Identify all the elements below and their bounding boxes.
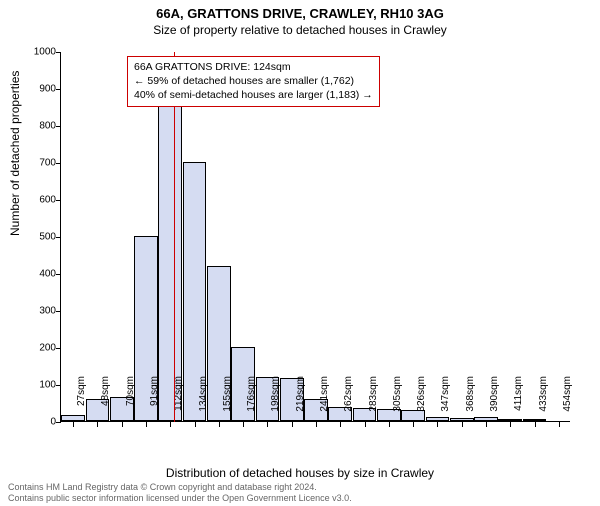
x-tick-mark — [316, 422, 317, 427]
x-tick-mark — [292, 422, 293, 427]
y-tick-label: 1000 — [16, 47, 56, 58]
y-tick-mark — [56, 311, 61, 312]
x-tick-mark — [559, 422, 560, 427]
y-tick-mark — [56, 348, 61, 349]
x-tick-mark — [340, 422, 341, 427]
y-tick-mark — [56, 89, 61, 90]
x-tick-mark — [413, 422, 414, 427]
x-tick-mark — [219, 422, 220, 427]
x-tick-mark — [535, 422, 536, 427]
y-tick-label: 300 — [16, 306, 56, 317]
y-tick-mark — [56, 237, 61, 238]
x-tick-mark — [486, 422, 487, 427]
reference-line — [174, 52, 175, 422]
x-tick-mark — [510, 422, 511, 427]
y-tick-mark — [56, 52, 61, 53]
x-tick-mark — [170, 422, 171, 427]
info-box-line: 40% of semi-detached houses are larger (… — [134, 88, 373, 102]
y-tick-mark — [56, 200, 61, 201]
info-box: 66A GRATTONS DRIVE: 124sqm← 59% of detac… — [127, 56, 380, 107]
y-axis-label: Number of detached properties — [8, 71, 22, 236]
x-tick-mark — [97, 422, 98, 427]
footer-attribution: Contains HM Land Registry data © Crown c… — [8, 482, 352, 504]
x-tick-mark — [462, 422, 463, 427]
footer-line-1: Contains HM Land Registry data © Crown c… — [8, 482, 352, 493]
x-tick-mark — [243, 422, 244, 427]
footer-line-2: Contains public sector information licen… — [8, 493, 352, 504]
y-tick-mark — [56, 385, 61, 386]
y-tick-label: 100 — [16, 380, 56, 391]
y-tick-label: 0 — [16, 417, 56, 428]
y-tick-label: 900 — [16, 84, 56, 95]
x-tick-mark — [195, 422, 196, 427]
y-tick-mark — [56, 274, 61, 275]
chart-title-sub: Size of property relative to detached ho… — [0, 23, 600, 37]
x-tick-mark — [365, 422, 366, 427]
info-box-line: 66A GRATTONS DRIVE: 124sqm — [134, 60, 373, 74]
x-tick-label: 433sqm — [538, 376, 549, 426]
y-tick-label: 200 — [16, 343, 56, 354]
chart-title-main: 66A, GRATTONS DRIVE, CRAWLEY, RH10 3AG — [0, 6, 600, 21]
y-tick-mark — [56, 163, 61, 164]
info-box-line: ← 59% of detached houses are smaller (1,… — [134, 74, 373, 88]
x-tick-mark — [122, 422, 123, 427]
x-tick-mark — [146, 422, 147, 427]
y-tick-label: 400 — [16, 269, 56, 280]
y-tick-mark — [56, 126, 61, 127]
y-tick-label: 800 — [16, 121, 56, 132]
chart-area: 0100200300400500600700800900100027sqm48s… — [60, 52, 570, 422]
y-tick-label: 600 — [16, 195, 56, 206]
x-tick-mark — [267, 422, 268, 427]
y-tick-label: 500 — [16, 232, 56, 243]
x-tick-mark — [437, 422, 438, 427]
plot-area: 0100200300400500600700800900100027sqm48s… — [60, 52, 570, 422]
x-tick-label: 454sqm — [562, 376, 573, 426]
histogram-bar — [158, 99, 182, 421]
x-axis-label: Distribution of detached houses by size … — [0, 466, 600, 480]
y-tick-mark — [56, 422, 61, 423]
x-tick-mark — [389, 422, 390, 427]
x-tick-mark — [73, 422, 74, 427]
y-tick-label: 700 — [16, 158, 56, 169]
